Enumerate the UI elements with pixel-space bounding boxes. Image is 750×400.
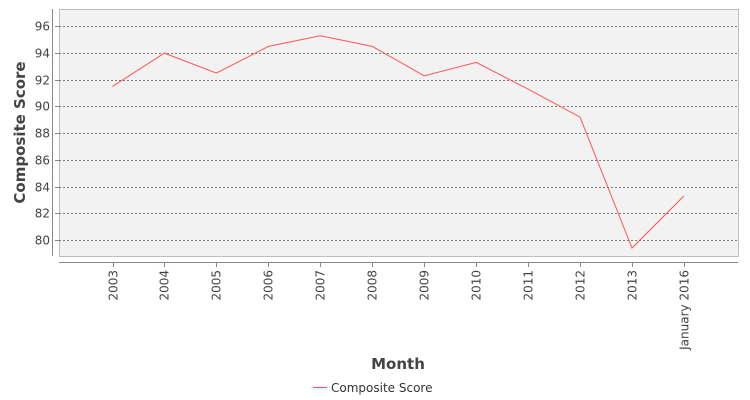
legend-label-composite-score: Composite Score: [331, 381, 432, 395]
series-layer: [112, 35, 685, 249]
x-tick-label-0: 2003: [107, 270, 121, 301]
x-tick-label-1: 2004: [158, 270, 172, 301]
x-tick-label-10: 2013: [626, 270, 640, 301]
x-tick-label-11: January 2016: [678, 270, 692, 351]
y-axis-title: Composite Score: [11, 61, 29, 203]
y-tick-label-96: 96: [35, 20, 50, 34]
y-tick-label-92: 92: [35, 74, 50, 88]
x-tick-label-8: 2011: [522, 270, 536, 301]
x-tick-label-3: 2006: [262, 270, 276, 301]
gridlines: [59, 9, 739, 257]
x-axis: 2003 2004 2005 2006 2007 2008 2009 2010 2011 2012…: [59, 262, 738, 351]
x-tick-label-4: 2007: [314, 270, 328, 301]
legend: Composite Score: [313, 381, 432, 395]
y-tick-label-84: 84: [35, 181, 50, 195]
x-tick-label-7: 2010: [470, 270, 484, 301]
y-tick-label-88: 88: [35, 127, 50, 141]
x-tick-label-9: 2012: [574, 270, 588, 301]
x-axis-title: Month: [371, 355, 425, 373]
plot-area-background: [59, 9, 738, 256]
y-tick-label-90: 90: [35, 100, 50, 114]
x-tick-label-5: 2008: [366, 270, 380, 301]
series-line-composite-score: [112, 35, 685, 249]
x-tick-label-6: 2009: [418, 270, 432, 301]
y-tick-label-94: 94: [35, 47, 50, 61]
y-tick-label-86: 86: [35, 154, 50, 168]
y-axis: 80 82 84 86 88 90 92 94 96: [35, 9, 59, 256]
y-tick-label-82: 82: [35, 207, 50, 221]
x-tick-label-2: 2005: [210, 270, 224, 301]
y-tick-label-80: 80: [35, 234, 50, 248]
